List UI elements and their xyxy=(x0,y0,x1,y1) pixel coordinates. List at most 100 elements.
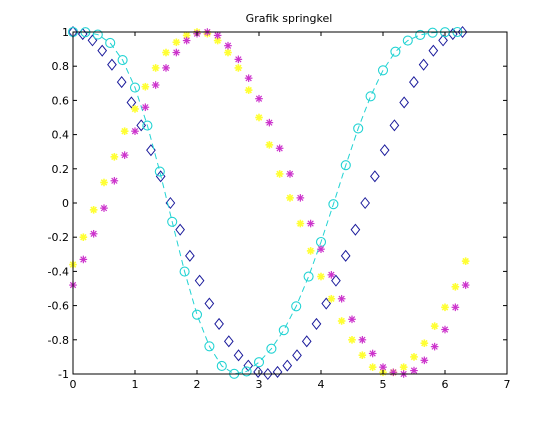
y-tick-label: 1 xyxy=(62,26,69,39)
data-point xyxy=(244,86,253,94)
data-point xyxy=(275,170,284,178)
data-point xyxy=(331,274,341,287)
data-point xyxy=(136,119,147,132)
data-point xyxy=(377,65,389,76)
data-point xyxy=(172,38,181,47)
data-point xyxy=(97,44,108,57)
x-tick-label: 3 xyxy=(256,378,263,391)
data-point xyxy=(286,170,294,178)
data-point xyxy=(306,219,315,228)
data-point xyxy=(100,204,108,212)
data-point xyxy=(337,294,346,303)
data-point xyxy=(191,309,203,320)
data-point xyxy=(255,94,263,103)
data-point xyxy=(390,46,401,57)
x-tick-label: 5 xyxy=(380,378,387,391)
data-point xyxy=(110,176,119,185)
data-point xyxy=(368,349,377,358)
data-point xyxy=(165,196,176,210)
data-point xyxy=(141,82,150,91)
axes-box xyxy=(72,31,508,375)
data-point xyxy=(233,349,244,362)
data-point xyxy=(430,322,439,330)
data-point xyxy=(253,365,263,378)
data-point xyxy=(253,357,265,368)
data-point xyxy=(278,325,289,336)
data-point xyxy=(92,29,103,40)
data-point xyxy=(89,206,98,214)
y-tick-label: -1 xyxy=(58,368,69,381)
y-tick-label: 0.8 xyxy=(52,60,70,73)
data-point xyxy=(348,336,356,344)
data-point xyxy=(292,349,302,362)
data-point xyxy=(213,31,222,40)
data-point xyxy=(167,216,178,227)
data-point xyxy=(409,76,419,89)
data-point xyxy=(410,353,418,361)
data-point xyxy=(194,274,205,287)
data-point xyxy=(216,360,227,372)
data-point xyxy=(365,91,376,102)
data-point xyxy=(327,294,336,303)
data-point xyxy=(296,219,305,228)
data-point xyxy=(402,35,413,46)
chart-title: Grafik springkel xyxy=(246,12,333,25)
data-point xyxy=(368,363,377,371)
data-point xyxy=(116,76,127,89)
data-point xyxy=(105,37,116,48)
data-point xyxy=(430,342,439,351)
data-point xyxy=(461,281,470,289)
data-point xyxy=(420,356,429,365)
data-point xyxy=(389,368,398,377)
data-point xyxy=(272,365,283,378)
series-asterisk xyxy=(69,28,470,378)
data-point xyxy=(100,178,108,187)
data-point xyxy=(179,266,190,277)
x-tick-label: 1 xyxy=(132,378,139,391)
data-point xyxy=(175,223,185,236)
x-tick-label: 0 xyxy=(70,378,77,391)
data-point xyxy=(224,41,232,50)
data-point xyxy=(317,245,325,253)
data-point xyxy=(142,120,153,131)
series-layer xyxy=(67,25,470,381)
data-point xyxy=(379,363,387,371)
data-point xyxy=(151,64,160,72)
data-point xyxy=(461,257,470,265)
data-point xyxy=(291,301,302,312)
data-point xyxy=(243,359,254,372)
data-point xyxy=(441,325,449,334)
y-tick-label: -0.6 xyxy=(48,300,69,313)
data-point xyxy=(306,247,315,255)
data-point xyxy=(244,74,253,82)
data-point xyxy=(389,119,400,132)
data-point xyxy=(358,336,367,344)
data-point xyxy=(410,366,418,375)
data-point xyxy=(185,249,195,262)
data-point xyxy=(224,48,232,57)
data-point xyxy=(131,127,139,135)
data-point xyxy=(340,160,351,171)
y-axis: -1 -0.8 -0.6 -0.4 -0.2 0 0.2 0.4 0.6 0.8 1 xyxy=(48,26,507,381)
series-star xyxy=(69,28,470,377)
data-point xyxy=(370,170,380,183)
data-point xyxy=(399,363,408,371)
data-point xyxy=(428,44,439,57)
data-point xyxy=(303,271,314,282)
data-point xyxy=(301,335,312,348)
data-point xyxy=(255,113,263,122)
data-point xyxy=(110,153,119,161)
data-point xyxy=(348,315,356,324)
data-point xyxy=(141,103,150,112)
series-diamond xyxy=(68,25,468,381)
data-point xyxy=(337,317,346,325)
data-point xyxy=(146,144,156,157)
data-point xyxy=(451,303,460,312)
data-point xyxy=(441,303,449,312)
data-point xyxy=(418,58,429,71)
data-point xyxy=(420,339,429,348)
data-point xyxy=(286,194,294,202)
data-point xyxy=(182,36,191,45)
data-point xyxy=(162,64,170,72)
